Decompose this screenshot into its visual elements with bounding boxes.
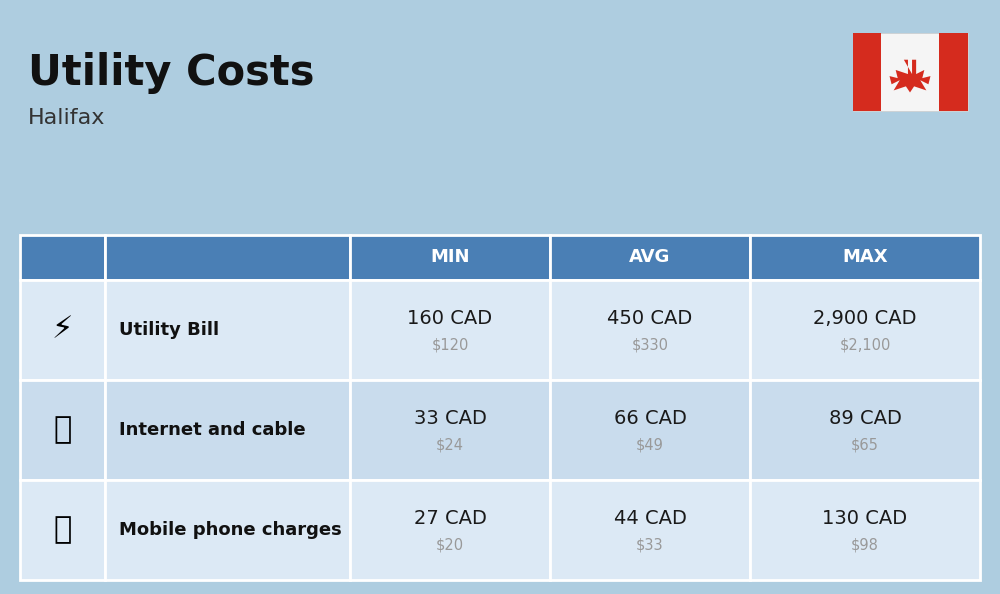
Bar xyxy=(20,380,105,480)
Text: 66 CAD: 66 CAD xyxy=(614,409,686,428)
Text: 130 CAD: 130 CAD xyxy=(822,508,908,527)
Bar xyxy=(350,480,550,580)
Bar xyxy=(105,480,350,580)
Text: Utility Bill: Utility Bill xyxy=(119,321,219,339)
Bar xyxy=(852,33,968,111)
Bar xyxy=(350,280,550,380)
Polygon shape xyxy=(890,60,930,93)
Text: $2,100: $2,100 xyxy=(839,337,891,352)
Text: 33 CAD: 33 CAD xyxy=(414,409,486,428)
Bar xyxy=(550,480,750,580)
Text: Mobile phone charges: Mobile phone charges xyxy=(119,521,342,539)
Bar xyxy=(750,380,980,480)
Text: 89 CAD: 89 CAD xyxy=(829,409,901,428)
Bar xyxy=(750,480,980,580)
Bar xyxy=(350,235,550,280)
Bar xyxy=(105,380,350,480)
Text: $330: $330 xyxy=(632,337,668,352)
Text: 450 CAD: 450 CAD xyxy=(607,308,693,327)
Bar xyxy=(750,235,980,280)
Bar xyxy=(40,308,84,352)
Text: 27 CAD: 27 CAD xyxy=(414,508,486,527)
Text: $120: $120 xyxy=(431,337,469,352)
Bar xyxy=(939,33,968,111)
Bar xyxy=(40,508,84,552)
Bar xyxy=(750,280,980,380)
Text: $24: $24 xyxy=(436,438,464,453)
Text: ⚡: ⚡ xyxy=(52,315,73,345)
Text: 160 CAD: 160 CAD xyxy=(407,308,493,327)
Text: Halifax: Halifax xyxy=(28,108,105,128)
Text: $20: $20 xyxy=(436,538,464,552)
Text: $65: $65 xyxy=(851,438,879,453)
Bar xyxy=(20,480,105,580)
Bar xyxy=(20,280,105,380)
Bar xyxy=(852,33,881,111)
Text: $49: $49 xyxy=(636,438,664,453)
Text: AVG: AVG xyxy=(629,248,671,267)
Text: MIN: MIN xyxy=(430,248,470,267)
Text: MAX: MAX xyxy=(842,248,888,267)
Text: Utility Costs: Utility Costs xyxy=(28,52,314,94)
Text: 44 CAD: 44 CAD xyxy=(614,508,686,527)
Text: $33: $33 xyxy=(636,538,664,552)
Bar xyxy=(105,280,350,380)
Text: 2,900 CAD: 2,900 CAD xyxy=(813,308,917,327)
Bar xyxy=(350,380,550,480)
Bar xyxy=(105,235,350,280)
Bar xyxy=(20,235,105,280)
Text: $98: $98 xyxy=(851,538,879,552)
Bar xyxy=(550,380,750,480)
Bar xyxy=(40,408,84,452)
Text: 📶: 📶 xyxy=(53,415,72,444)
Bar xyxy=(550,235,750,280)
Text: Internet and cable: Internet and cable xyxy=(119,421,306,439)
Text: 📱: 📱 xyxy=(53,516,72,545)
Bar xyxy=(550,280,750,380)
